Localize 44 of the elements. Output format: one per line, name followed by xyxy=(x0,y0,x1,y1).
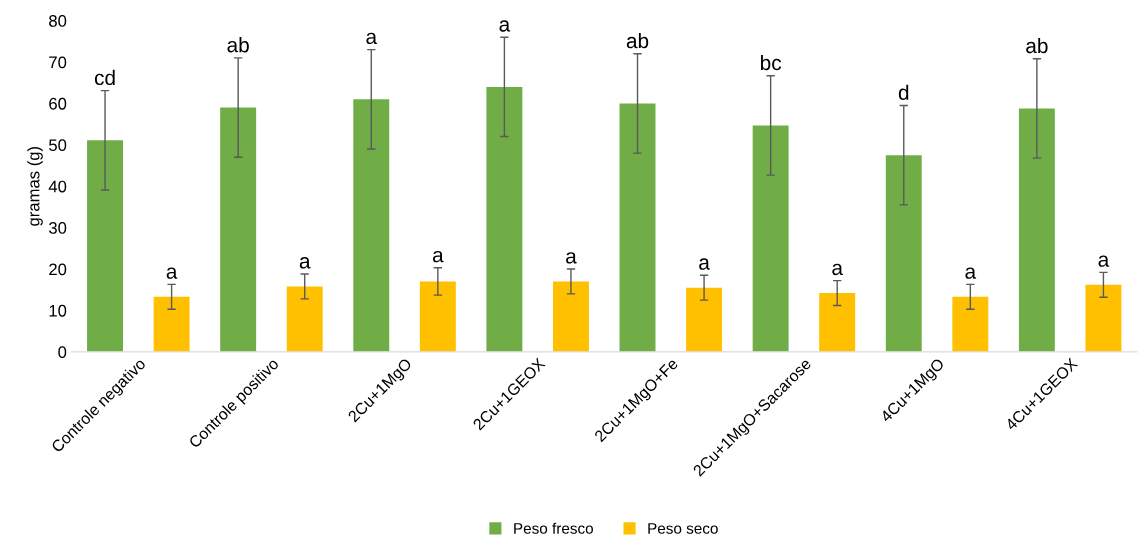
data-label: ab xyxy=(1026,37,1048,54)
bar xyxy=(486,86,523,352)
data-label: bc xyxy=(760,54,782,71)
bar xyxy=(1018,108,1055,352)
y-tick-label: 0 xyxy=(58,346,67,359)
data-label: a xyxy=(499,20,511,32)
bar xyxy=(153,296,190,352)
data-label: cd xyxy=(94,69,115,86)
bar xyxy=(286,286,323,352)
data-label: a xyxy=(166,267,178,279)
data-label: d xyxy=(898,84,909,100)
data-label: a xyxy=(1098,255,1110,267)
y-tick-label: 20 xyxy=(49,263,67,276)
y-tick-label: 70 xyxy=(49,56,67,69)
bar xyxy=(353,99,390,352)
legend-label: Peso seco xyxy=(648,523,718,534)
y-tick-label: 40 xyxy=(48,180,67,193)
bar xyxy=(619,103,656,352)
y-tick-label: 30 xyxy=(48,222,67,234)
data-label: ab xyxy=(626,32,649,49)
bar xyxy=(552,281,589,352)
bar xyxy=(87,140,124,352)
data-label: a xyxy=(832,263,843,276)
y-axis-title: gramas (g) xyxy=(27,146,43,226)
y-tick-label: 60 xyxy=(49,97,67,110)
data-label: ab xyxy=(227,37,249,53)
data-label: a xyxy=(366,32,378,45)
data-label: a xyxy=(432,250,444,263)
data-label: a xyxy=(699,258,710,270)
data-label: a xyxy=(566,252,577,264)
bar xyxy=(220,107,257,352)
bar xyxy=(819,293,856,352)
bar xyxy=(952,296,989,352)
data-label: a xyxy=(965,267,977,279)
bar xyxy=(1085,284,1122,352)
bar xyxy=(419,281,456,352)
bar xyxy=(885,155,922,352)
bar xyxy=(686,287,723,352)
legend-label: Peso fresco xyxy=(514,522,593,534)
y-tick-label: 10 xyxy=(49,304,67,317)
y-tick-label: 80 xyxy=(49,15,67,27)
data-label: a xyxy=(299,257,311,269)
bar xyxy=(752,125,789,352)
y-tick-label: 50 xyxy=(49,139,67,152)
